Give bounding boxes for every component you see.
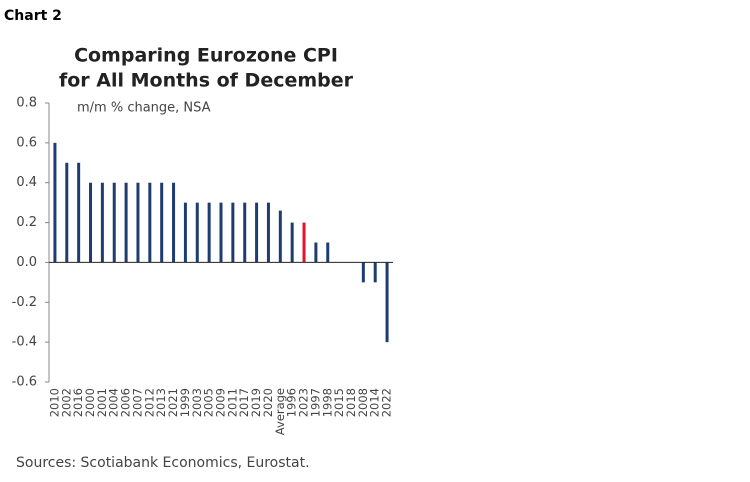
y-tick-label: 0.4	[16, 175, 37, 190]
bar	[124, 182, 128, 263]
bar	[373, 262, 377, 283]
source-note: Sources: Scotiabank Economics, Eurostat.	[16, 455, 310, 471]
bar	[231, 202, 235, 263]
x-tick-label: 2003	[190, 388, 204, 417]
x-tick-label: 1996	[285, 388, 299, 417]
chart-title: Comparing Eurozone CPI	[74, 45, 338, 67]
bar	[266, 202, 270, 263]
bar	[385, 262, 389, 343]
x-tick-label: 1997	[308, 388, 322, 417]
bar	[100, 182, 104, 263]
bar	[89, 182, 93, 263]
y-tick-label: 0.0	[16, 255, 37, 270]
x-tick-label: 2001	[95, 388, 109, 417]
x-tick-label: 2019	[249, 388, 263, 417]
x-tick-label: 1998	[320, 388, 334, 417]
bar	[255, 202, 259, 263]
x-tick-label: 2005	[202, 388, 216, 417]
y-tick-label: 0.2	[16, 215, 37, 230]
x-tick-label: 2002	[59, 388, 73, 417]
bar	[112, 182, 116, 263]
y-tick-label: -0.4	[12, 335, 37, 350]
x-tick-label: 2010	[47, 388, 61, 417]
bar	[160, 182, 164, 263]
chart-label: Chart 2	[4, 8, 62, 24]
x-tick-label: 2012	[142, 388, 156, 417]
bar	[219, 202, 223, 263]
y-tick-label: 0.6	[16, 135, 37, 150]
y-tick-label: 0.8	[16, 96, 37, 111]
bar	[172, 182, 176, 263]
chart-title: for All Months of December	[59, 70, 354, 92]
x-tick-label: 2014	[368, 388, 382, 417]
x-tick-label: 2007	[130, 388, 144, 417]
chart-subtitle: m/m % change, NSA	[77, 101, 211, 116]
x-tick-label: 2009	[214, 388, 228, 417]
bar	[361, 262, 365, 283]
bar	[326, 242, 330, 263]
bar	[53, 142, 57, 263]
x-tick-label: 1999	[178, 388, 192, 417]
bar	[290, 222, 294, 263]
bar	[195, 202, 199, 263]
bar	[136, 182, 140, 263]
bar	[183, 202, 187, 263]
x-tick-label: 2021	[166, 388, 180, 417]
bar	[243, 202, 247, 263]
x-tick-label: 2020	[261, 388, 275, 417]
x-tick-label: 2015	[332, 388, 346, 417]
x-tick-label: 2013	[154, 388, 168, 417]
x-tick-label: 2016	[71, 388, 85, 417]
x-tick-label: 2023	[297, 388, 311, 417]
bar	[302, 222, 306, 263]
bar	[65, 162, 69, 263]
x-tick-label: 2000	[83, 388, 97, 417]
bar	[148, 182, 152, 263]
x-tick-label: 2004	[107, 388, 121, 417]
x-tick-label: 2008	[356, 388, 370, 417]
bar	[77, 162, 81, 263]
bar	[278, 210, 282, 263]
y-tick-label: -0.6	[12, 375, 37, 390]
x-tick-label: Average	[273, 388, 287, 435]
x-tick-label: 2017	[237, 388, 251, 417]
bar	[207, 202, 211, 263]
x-tick-label: 2022	[380, 388, 394, 417]
x-tick-label: 2006	[119, 388, 133, 417]
y-tick-label: -0.2	[12, 295, 37, 310]
x-tick-label: 2011	[225, 388, 239, 417]
x-tick-label: 2018	[344, 388, 358, 417]
bar	[314, 242, 318, 263]
